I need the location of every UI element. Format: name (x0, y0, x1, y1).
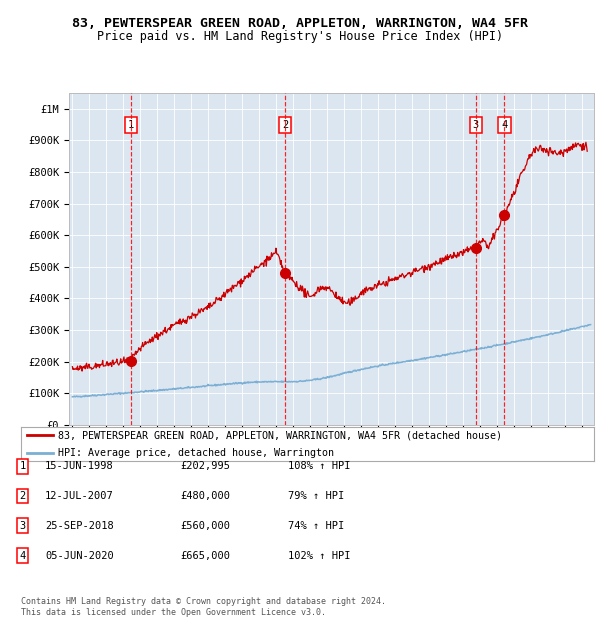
Text: 2: 2 (20, 491, 26, 501)
Text: 102% ↑ HPI: 102% ↑ HPI (288, 551, 350, 560)
Text: 1: 1 (128, 120, 134, 130)
Text: 108% ↑ HPI: 108% ↑ HPI (288, 461, 350, 471)
Text: £480,000: £480,000 (180, 491, 230, 501)
Text: 4: 4 (502, 120, 508, 130)
Text: Price paid vs. HM Land Registry's House Price Index (HPI): Price paid vs. HM Land Registry's House … (97, 30, 503, 43)
Text: 3: 3 (472, 120, 479, 130)
Text: 83, PEWTERSPEAR GREEN ROAD, APPLETON, WARRINGTON, WA4 5FR (detached house): 83, PEWTERSPEAR GREEN ROAD, APPLETON, WA… (58, 430, 502, 440)
Text: 4: 4 (20, 551, 26, 560)
Text: 12-JUL-2007: 12-JUL-2007 (45, 491, 114, 501)
Text: £560,000: £560,000 (180, 521, 230, 531)
Text: 3: 3 (20, 521, 26, 531)
Text: 79% ↑ HPI: 79% ↑ HPI (288, 491, 344, 501)
Text: £202,995: £202,995 (180, 461, 230, 471)
Text: 74% ↑ HPI: 74% ↑ HPI (288, 521, 344, 531)
Text: 2: 2 (282, 120, 289, 130)
Text: 15-JUN-1998: 15-JUN-1998 (45, 461, 114, 471)
Text: HPI: Average price, detached house, Warrington: HPI: Average price, detached house, Warr… (58, 448, 334, 458)
Text: 1: 1 (20, 461, 26, 471)
Text: £665,000: £665,000 (180, 551, 230, 560)
Text: 25-SEP-2018: 25-SEP-2018 (45, 521, 114, 531)
Text: 05-JUN-2020: 05-JUN-2020 (45, 551, 114, 560)
Text: 83, PEWTERSPEAR GREEN ROAD, APPLETON, WARRINGTON, WA4 5FR: 83, PEWTERSPEAR GREEN ROAD, APPLETON, WA… (72, 17, 528, 30)
Text: Contains HM Land Registry data © Crown copyright and database right 2024.
This d: Contains HM Land Registry data © Crown c… (21, 598, 386, 617)
